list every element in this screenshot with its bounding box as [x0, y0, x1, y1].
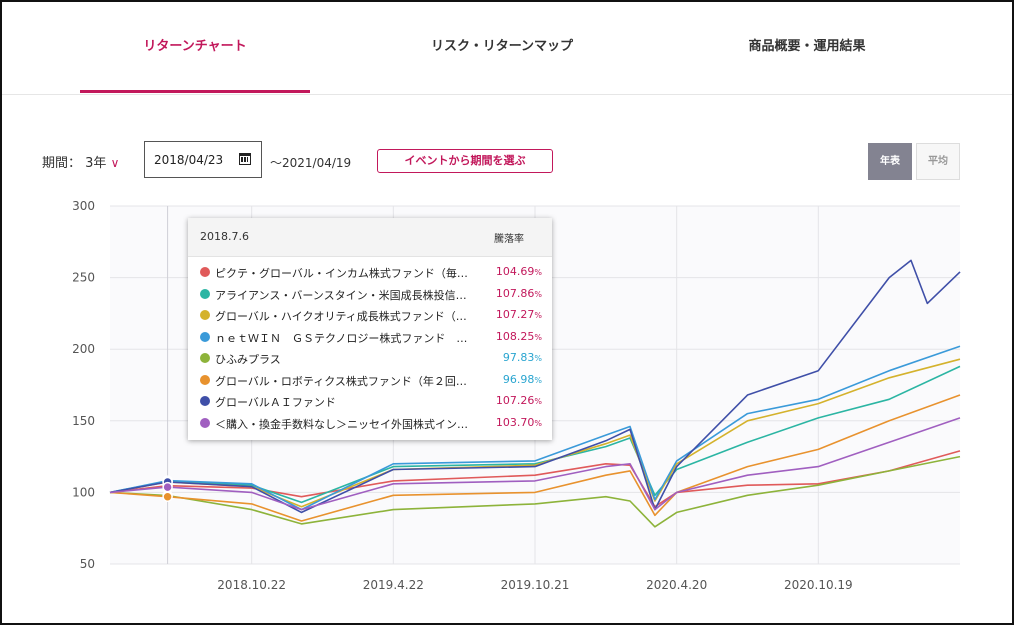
active-tab-indicator: [80, 90, 310, 93]
period-value[interactable]: 3年: [85, 156, 107, 171]
tooltip-row: アライアンス・バーンスタイン・米国成長株投信Dコース 107.86%: [188, 285, 552, 303]
y-tick-label: 150: [72, 414, 95, 428]
tooltip-fund-name: アライアンス・バーンスタイン・米国成長株投信Dコース: [215, 288, 475, 302]
series-line: [109, 394, 961, 522]
tooltip-fund-name: ピクテ・グローバル・インカム株式ファンド（毎月決算型）: [215, 267, 475, 280]
tooltip-fund-value: 103.70%: [495, 415, 542, 429]
tab-return-chart[interactable]: リターンチャート: [143, 39, 247, 54]
x-tick-label: 2019.10.21: [501, 578, 570, 592]
legend-dot-icon: [200, 396, 210, 406]
y-tick-label: 300: [72, 199, 95, 213]
legend-dot-icon: [200, 331, 210, 342]
y-tick-label: 200: [72, 342, 95, 356]
highlight-marker: [162, 481, 173, 493]
legend-dot-icon: [200, 288, 210, 299]
tooltip-fund-value: 97.83%: [502, 351, 542, 364]
tooltip-fund-value: 107.26%: [495, 394, 542, 407]
legend-dot-icon: [200, 267, 210, 277]
chevron-down-icon[interactable]: ∨: [110, 156, 120, 170]
series-line: [109, 455, 961, 528]
tooltip-fund-value: 96.98%: [502, 372, 542, 386]
tooltip-row: ｎｅｔＷＩＮ ＧＳテクノロジー株式ファンド Ｂコース 108.25%: [188, 328, 552, 346]
chart-tooltip: 2018.7.6 騰落率 ピクテ・グローバル・インカム株式ファンド（毎月決算型）…: [188, 218, 552, 440]
period-label: 期間：: [42, 156, 82, 171]
tab-product-overview[interactable]: 商品概要・運用結果: [748, 39, 866, 54]
average-toggle-button[interactable]: 平均: [916, 143, 960, 180]
tooltip-row: ＜購入・換金手数料なし＞ニッセイ外国株式インデックスファンド 103.70%: [188, 414, 552, 432]
tooltip-fund-name: グローバル・ハイクオリティ成長株式ファンド（為替ヘッジなし）: [215, 310, 475, 323]
legend-dot-icon: [200, 310, 210, 320]
tab-risk-return-map[interactable]: リスク・リターンマップ: [430, 39, 574, 54]
tooltip-fund-name: グローバルＡＩファンド: [215, 396, 336, 409]
series-line: [109, 417, 961, 511]
tooltip-fund-name: ｎｅｔＷＩＮ ＧＳテクノロジー株式ファンド Ｂコース: [215, 331, 475, 345]
tooltip-fund-name: ＜購入・換金手数料なし＞ニッセイ外国株式インデックスファンド: [215, 417, 475, 431]
tooltip-fund-value: 104.69%: [495, 265, 542, 278]
select-period-by-event-button[interactable]: イベントから期間を選ぶ: [377, 149, 553, 173]
legend-dot-icon: [200, 417, 210, 428]
series-line: [109, 358, 961, 508]
tooltip-date: 2018.7.6: [200, 230, 249, 243]
x-tick-label: 2020.10.19: [784, 578, 853, 592]
legend-dot-icon: [200, 374, 210, 385]
series-line: [109, 345, 961, 511]
x-tick-label: 2019.4.22: [363, 578, 424, 592]
end-date: 〜2021/04/19: [270, 156, 352, 170]
start-date-value: 2018/04/23: [154, 153, 224, 167]
tooltip-row: ピクテ・グローバル・インカム株式ファンド（毎月決算型） 104.69%: [188, 263, 552, 281]
tooltip-fund-value: 107.86%: [495, 286, 542, 300]
tooltip-row: ひふみプラス 97.83%: [188, 349, 552, 367]
tooltip-header: 2018.7.6 騰落率: [188, 218, 552, 257]
highlight-marker: [162, 491, 173, 502]
start-date-field[interactable]: 2018/04/23: [144, 141, 262, 178]
tooltip-fund-name: グローバル・ロボティクス株式ファンド（年２回決算型）: [215, 374, 475, 388]
tooltip-column-label: 騰落率: [494, 234, 524, 245]
y-tick-label: 50: [80, 557, 95, 571]
tooltip-row: グローバル・ハイクオリティ成長株式ファンド（為替ヘッジなし） 107.27%: [188, 306, 552, 324]
x-tick-label: 2018.10.22: [217, 578, 286, 592]
tooltip-fund-value: 108.25%: [495, 329, 542, 343]
timeline-toggle-button[interactable]: 年表: [868, 143, 912, 180]
tooltip-fund-name: ひふみプラス: [215, 353, 281, 366]
x-tick-label: 2020.4.20: [646, 578, 707, 592]
y-tick-label: 100: [72, 485, 95, 499]
calendar-icon[interactable]: [239, 153, 251, 165]
tooltip-row: グローバルＡＩファンド 107.26%: [188, 392, 552, 410]
tooltip-fund-value: 107.27%: [495, 308, 542, 321]
period-selector[interactable]: 期間： 3年 ∨: [42, 152, 119, 171]
tooltip-row: グローバル・ロボティクス株式ファンド（年２回決算型） 96.98%: [188, 371, 552, 389]
series-line: [109, 259, 961, 514]
legend-dot-icon: [200, 353, 210, 363]
tab-bar: リターンチャート リスク・リターンマップ 商品概要・運用結果: [2, 2, 1012, 95]
y-tick-label: 250: [72, 271, 95, 285]
